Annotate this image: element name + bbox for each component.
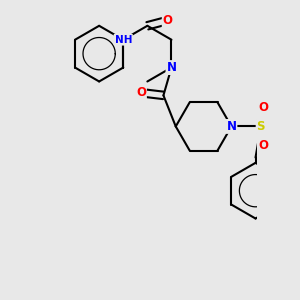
Text: NH: NH [115, 35, 132, 45]
Text: O: O [163, 14, 173, 27]
Text: O: O [259, 139, 269, 152]
Text: N: N [226, 120, 236, 133]
Text: S: S [256, 120, 265, 133]
Text: O: O [259, 101, 269, 114]
Text: O: O [136, 86, 146, 99]
Text: N: N [167, 61, 176, 74]
